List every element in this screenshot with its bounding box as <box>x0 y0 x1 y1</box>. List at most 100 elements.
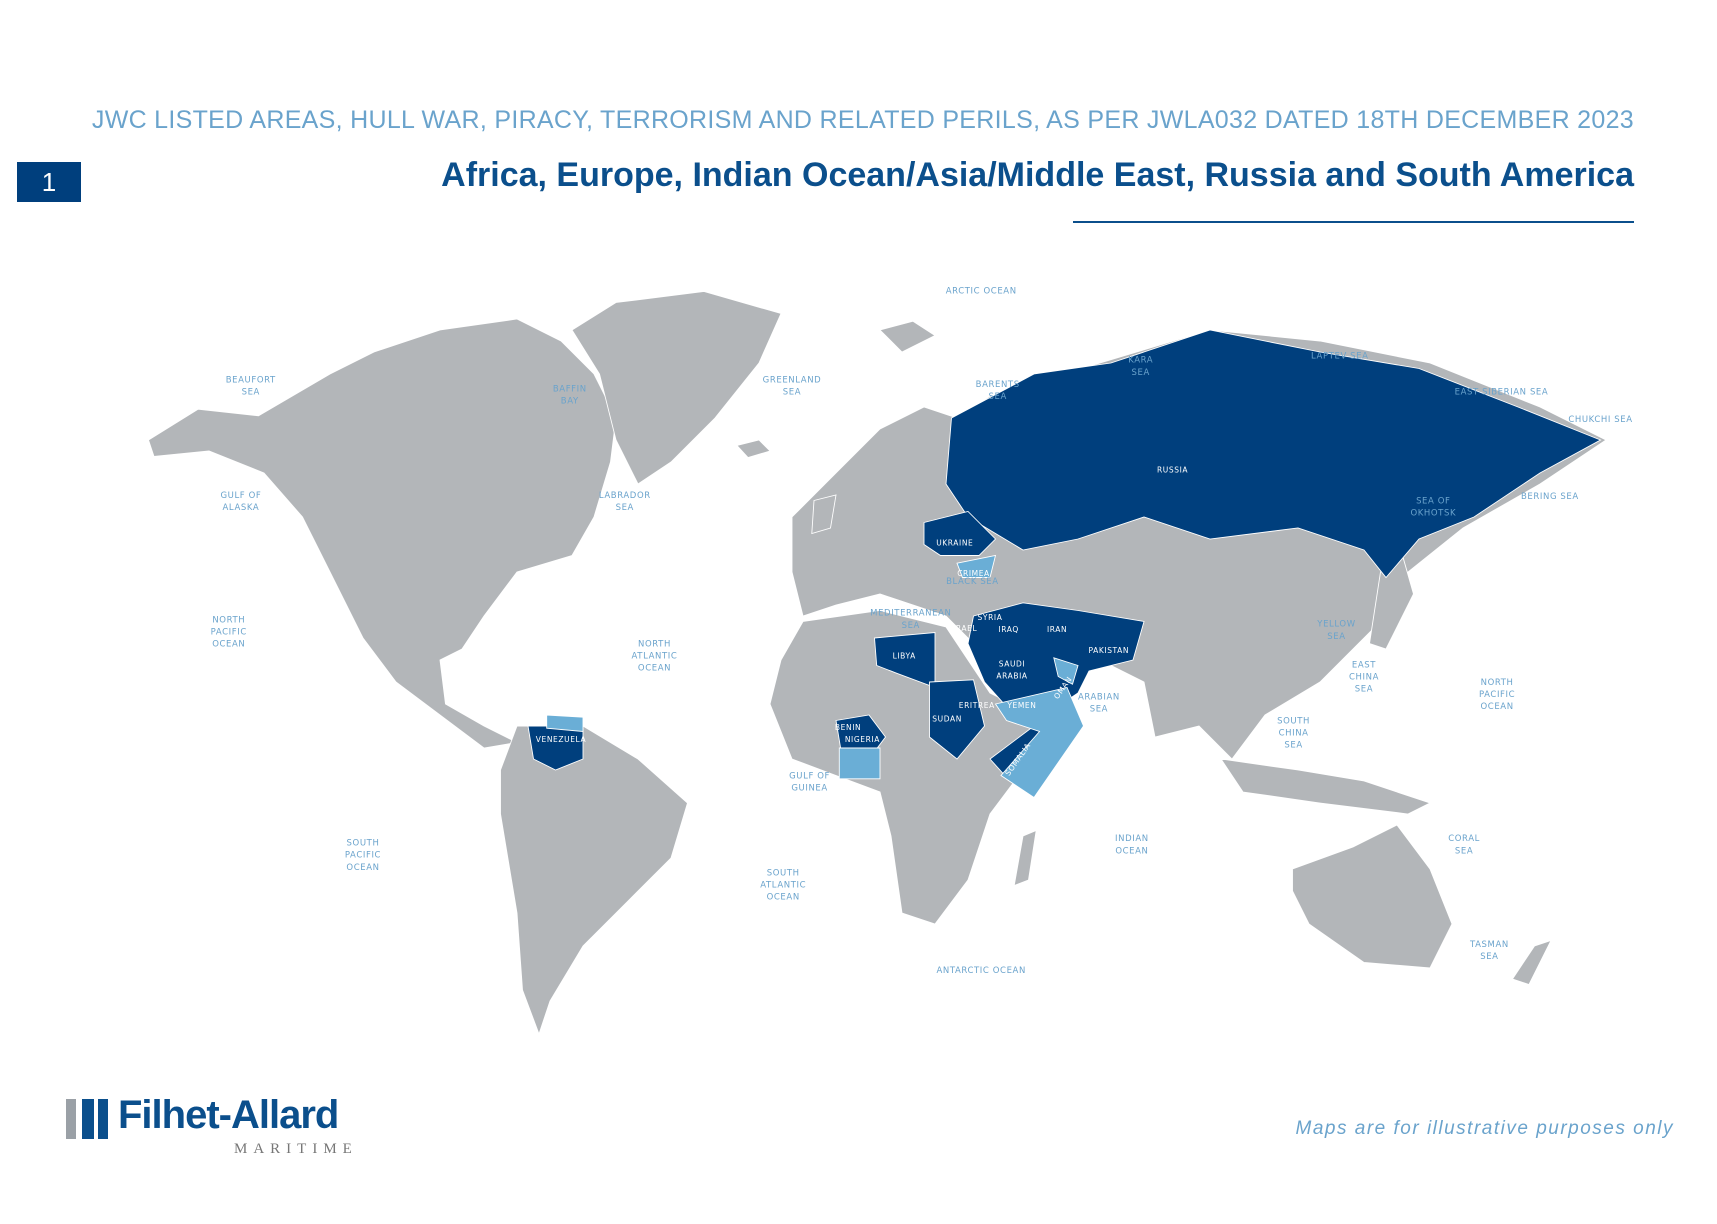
sea-label-line: NORTH <box>212 615 245 625</box>
sea-label: BERING SEA <box>1521 492 1579 502</box>
sea-label: CHUKCHI SEA <box>1568 415 1632 425</box>
sea-label: MEDITERRANEAN SEA <box>870 609 951 631</box>
sea-label-line: SOUTH <box>347 839 380 849</box>
logo-tagline: MARITIME <box>234 1141 358 1157</box>
sea-label-line: OCEAN <box>638 664 671 674</box>
country-label: PAKISTAN <box>1088 646 1129 655</box>
sea-label-line: CHINA <box>1279 729 1309 739</box>
map-labels: ARCTIC OCEAN BEAUFORT SEA BAFFIN BAY GREENLAN… <box>211 286 1632 976</box>
logo: Filhet-Allard MARITIME <box>64 1093 374 1161</box>
sea-label-line: GULF OF <box>220 491 261 501</box>
country-label-line: PAKISTAN <box>1088 646 1129 655</box>
sea-label-line: MEDITERRANEAN <box>870 609 951 619</box>
sea-label-line: ARCTIC OCEAN <box>946 286 1017 296</box>
sea-label: GULF OF ALASKA <box>220 491 261 513</box>
country-label: YEMEN <box>1006 701 1036 710</box>
sea-label: BARENTS SEA <box>976 380 1020 402</box>
country-label-line: CRIMEA <box>957 569 990 578</box>
sea-label-line: SEA <box>1480 952 1498 962</box>
sea-label-line: SOUTH <box>767 868 800 878</box>
sea-label-line: SEA <box>783 388 801 398</box>
sea-label-line: SEA <box>616 503 634 513</box>
sea-label-line: INDIAN <box>1115 834 1149 844</box>
country-label-line: ISRAEL <box>948 624 978 633</box>
sea-label-line: BAY <box>561 396 579 406</box>
sea-label-line: NORTH <box>1481 678 1514 688</box>
sea-label: BAFFIN BAY <box>553 384 587 406</box>
country-label-line: UKRAINE <box>936 538 973 547</box>
sea-label-line: TASMAN <box>1469 940 1509 950</box>
logo-mark <box>66 1099 108 1139</box>
sea-label-line: NORTH <box>638 640 671 650</box>
sea-label: GULF OF GUINEA <box>789 772 830 794</box>
sea-label-line: EAST SIBERIAN SEA <box>1455 388 1549 398</box>
sea-label: SOUTH CHINA SEA <box>1277 717 1310 751</box>
sea-label: GREENLAND SEA <box>763 376 822 398</box>
sea-label: ARCTIC OCEAN <box>946 286 1017 296</box>
country-label-line: IRAQ <box>998 625 1018 634</box>
subtitle: JWC LISTED AREAS, HULL WAR, PIRACY, TERR… <box>91 106 1634 134</box>
country-label-line: VENEZUELA <box>536 735 587 744</box>
sea-label-line: GUINEA <box>791 784 827 794</box>
sea-label-line: PACIFIC <box>211 627 247 637</box>
sea-label: ARABIAN SEA <box>1078 692 1120 714</box>
country-label: RUSSIA <box>1157 466 1188 475</box>
sea-label-line: OCEAN <box>212 640 245 650</box>
sea-label-line: CORAL <box>1448 834 1480 844</box>
sea-label-line: ARABIAN <box>1078 692 1120 702</box>
country-label-line: IRAN <box>1047 625 1067 634</box>
sea-label-line: CHUKCHI SEA <box>1568 415 1632 425</box>
country-label-line: SUDAN <box>932 714 962 723</box>
sea-label-line: EAST <box>1352 660 1376 670</box>
country-label: ISRAEL <box>948 624 978 633</box>
country-label: VENEZUELA <box>536 735 587 744</box>
sea-label-line: SOUTH <box>1277 717 1310 727</box>
sea-label-line: OCEAN <box>346 863 379 873</box>
title-rule <box>1073 221 1634 223</box>
sea-label-line: KARA <box>1128 356 1153 366</box>
sea-label-line: ATLANTIC <box>632 652 678 662</box>
sea-label: ANTARCTIC OCEAN <box>936 966 1025 976</box>
sea-label-line: PACIFIC <box>1479 690 1515 700</box>
country-label-line: ARABIA <box>996 671 1028 680</box>
title: Africa, Europe, Indian Ocean/Asia/Middle… <box>441 156 1634 194</box>
sea-label: EAST CHINA SEA <box>1349 660 1379 694</box>
sea-label-line: BAFFIN <box>553 384 587 394</box>
country-label-line: RUSSIA <box>1157 466 1188 475</box>
country-label-line: NIGERIA <box>845 735 880 744</box>
country-label: NIGERIA <box>845 735 880 744</box>
country-label: CRIMEA <box>957 569 990 578</box>
sea-label: BLACK SEA <box>946 577 999 587</box>
sea-label-line: ANTARCTIC OCEAN <box>936 966 1025 976</box>
sea-label-line: BEAUFORT <box>226 376 276 386</box>
sea-label-line: ATLANTIC <box>760 880 806 890</box>
sea-label-line: SEA <box>1355 685 1373 695</box>
sea-label: KARA SEA <box>1128 356 1153 378</box>
sea-label-line: SEA <box>242 388 260 398</box>
sea-label: CORAL SEA <box>1448 834 1480 856</box>
sea-label-line: BARENTS <box>976 380 1020 390</box>
sea-label: LABRADOR SEA <box>599 491 651 513</box>
sea-label: SEA OF OKHOTSK <box>1410 497 1456 519</box>
sea-label: NORTH PACIFIC OCEAN <box>1479 678 1515 712</box>
country-label: IRAQ <box>998 625 1018 634</box>
sea-label-line: CHINA <box>1349 673 1379 683</box>
high-risk-waters <box>546 554 1085 799</box>
country-label-line: SAUDI <box>999 659 1026 668</box>
sea-label: INDIAN OCEAN <box>1115 834 1149 856</box>
sea-label-line: LABRADOR <box>599 491 651 501</box>
sea-label-line: GULF OF <box>789 772 830 782</box>
country-label: BENIN <box>835 723 861 732</box>
sea-label-line: OCEAN <box>1481 702 1514 712</box>
sea-label: BEAUFORT SEA <box>226 376 276 398</box>
sea-label-line: SEA <box>1284 741 1302 751</box>
sea-label-line: OKHOTSK <box>1410 509 1456 519</box>
sea-label-line: SEA OF <box>1416 497 1450 507</box>
sea-label-line: SEA <box>1327 632 1345 642</box>
country-label-line: BENIN <box>835 723 861 732</box>
sea-label-line: GREENLAND <box>763 376 822 386</box>
sea-label-line: ALASKA <box>223 503 260 513</box>
sea-label-line: SEA <box>989 392 1007 402</box>
sea-label-line: SEA <box>1090 704 1108 714</box>
page-number: 1 <box>17 162 81 202</box>
